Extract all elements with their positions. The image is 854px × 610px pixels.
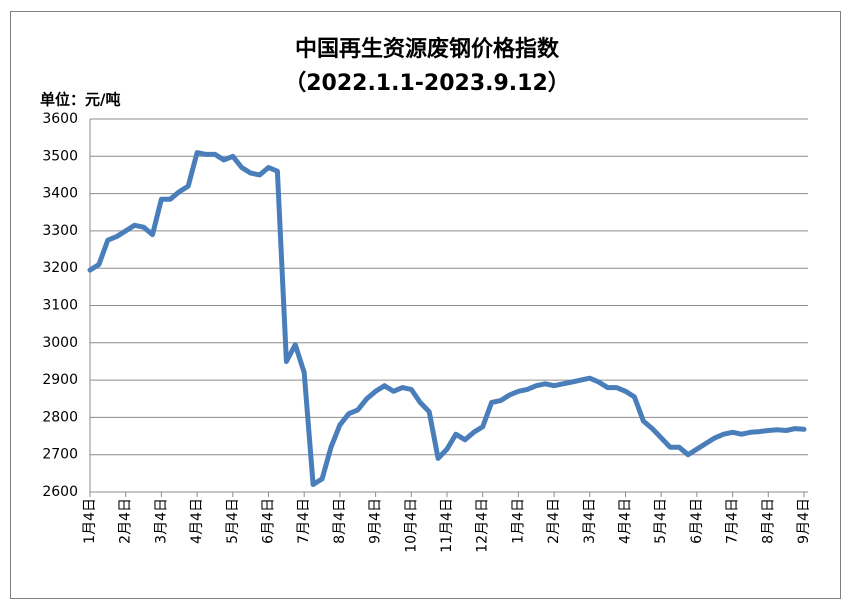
x-tick-label: 7月4日 bbox=[296, 498, 312, 544]
x-tick-label: 2月4日 bbox=[546, 498, 562, 544]
y-tick-label: 3400 bbox=[42, 186, 78, 202]
y-tick-label: 3300 bbox=[42, 223, 78, 239]
x-tick-label: 5月4日 bbox=[653, 498, 669, 544]
x-tick-label: 3月4日 bbox=[153, 498, 169, 544]
x-tick-label: 5月4日 bbox=[225, 498, 241, 544]
x-tick-label: 6月4日 bbox=[689, 498, 705, 544]
x-tick-label: 4月4日 bbox=[618, 498, 634, 544]
x-tick-label: 9月4日 bbox=[796, 498, 812, 544]
x-tick-label: 1月4日 bbox=[82, 498, 98, 544]
x-tick-label: 8月4日 bbox=[332, 498, 348, 544]
x-tick-label: 10月4日 bbox=[403, 498, 419, 553]
chart-frame bbox=[10, 11, 841, 599]
x-tick-label: 8月4日 bbox=[760, 498, 776, 544]
y-tick-label: 3000 bbox=[42, 335, 78, 351]
x-tick-label: 12月4日 bbox=[475, 498, 491, 553]
x-tick-label: 2月4日 bbox=[118, 498, 134, 544]
y-tick-label: 2600 bbox=[42, 484, 78, 500]
x-tick-label: 3月4日 bbox=[582, 498, 598, 544]
y-tick-label: 2900 bbox=[42, 372, 78, 388]
y-tick-label: 2800 bbox=[42, 409, 78, 425]
y-tick-label: 2700 bbox=[42, 447, 78, 463]
chart-title: 中国再生资源废钢价格指数 bbox=[295, 36, 560, 62]
x-tick-label: 7月4日 bbox=[725, 498, 741, 544]
y-tick-label: 3200 bbox=[42, 260, 78, 276]
x-tick-label: 6月4日 bbox=[261, 498, 277, 544]
x-tick-label: 1月4日 bbox=[510, 498, 526, 544]
y-tick-label: 3500 bbox=[42, 148, 78, 164]
chart-subtitle: （2022.1.1-2023.9.12） bbox=[284, 71, 570, 96]
line-series bbox=[87, 150, 807, 487]
y-tick-label: 3600 bbox=[42, 111, 78, 127]
y-tick-label: 3100 bbox=[42, 298, 78, 314]
x-tick-label: 11月4日 bbox=[439, 498, 455, 553]
x-tick-label: 4月4日 bbox=[189, 498, 205, 544]
y-axis-label: 单位：元/吨 bbox=[40, 91, 120, 109]
x-tick-label: 9月4日 bbox=[368, 498, 384, 544]
